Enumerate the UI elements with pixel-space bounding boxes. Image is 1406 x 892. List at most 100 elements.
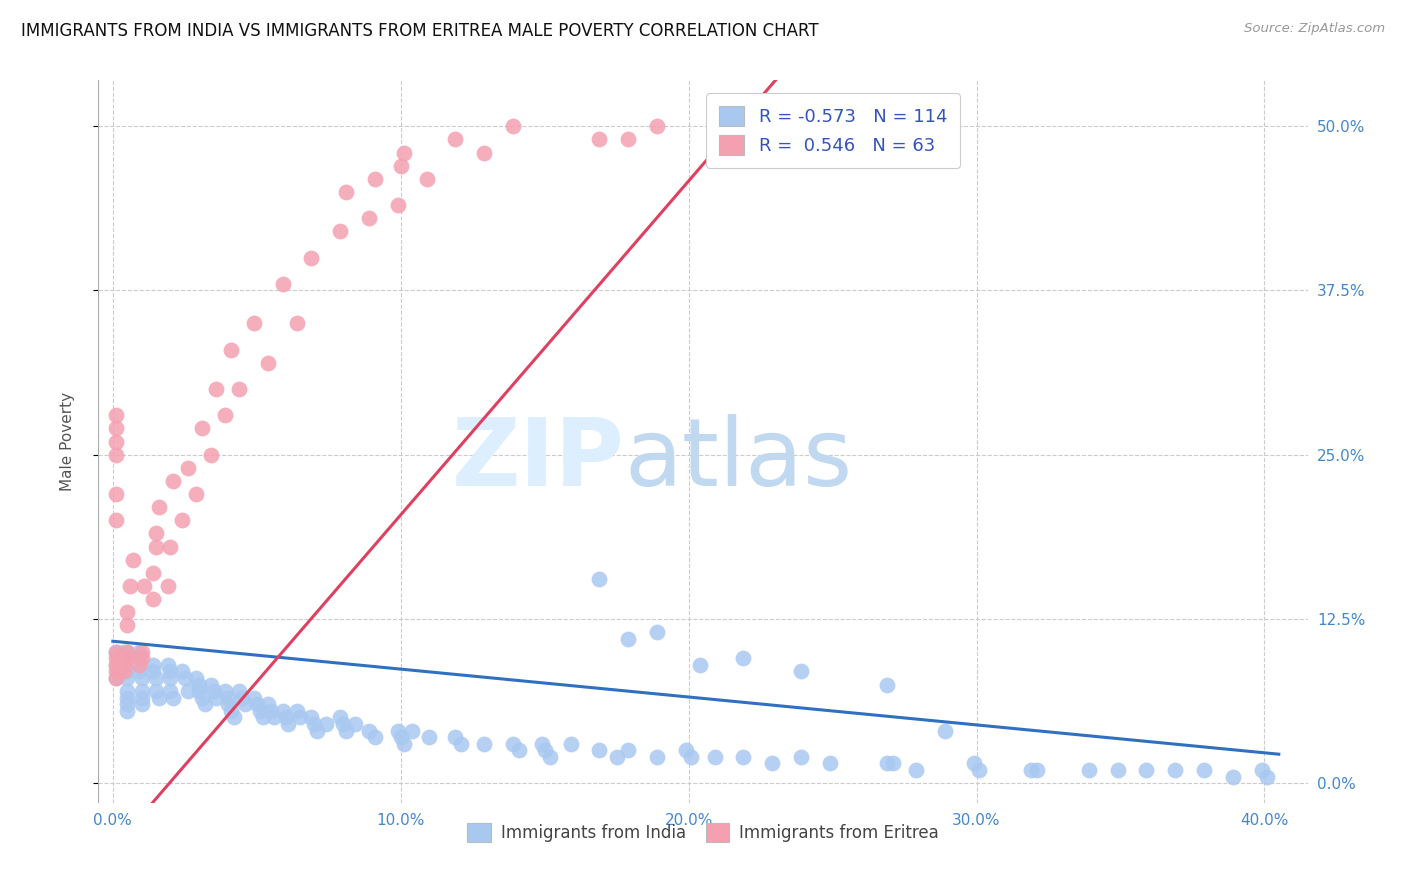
Point <box>790 749 813 764</box>
Point <box>645 749 668 764</box>
Point <box>156 657 179 672</box>
Point <box>761 120 783 134</box>
Point <box>131 698 153 712</box>
Point <box>128 645 150 659</box>
Point <box>389 730 412 744</box>
Text: ZIP: ZIP <box>451 414 624 506</box>
Point <box>115 684 138 698</box>
Point <box>112 645 135 659</box>
Point <box>472 737 495 751</box>
Point <box>115 618 138 632</box>
Text: atlas: atlas <box>624 414 852 506</box>
Point <box>104 421 127 435</box>
Point <box>329 710 352 724</box>
Point <box>222 710 245 724</box>
Point <box>703 749 725 764</box>
Point <box>188 677 211 691</box>
Point <box>1107 763 1129 777</box>
Point <box>156 579 179 593</box>
Y-axis label: Male Poverty: Male Poverty <box>60 392 75 491</box>
Point <box>200 677 222 691</box>
Point <box>588 743 610 757</box>
Point <box>115 704 138 718</box>
Point <box>472 145 495 160</box>
Point <box>191 421 214 435</box>
Point <box>112 665 135 679</box>
Point <box>219 704 242 718</box>
Point <box>533 743 555 757</box>
Point <box>962 756 984 771</box>
Point <box>761 756 783 771</box>
Point <box>343 717 366 731</box>
Point <box>186 487 208 501</box>
Point <box>617 632 640 646</box>
Point <box>617 132 640 146</box>
Point <box>148 500 170 515</box>
Point <box>1135 763 1157 777</box>
Point <box>733 651 755 665</box>
Point <box>159 540 181 554</box>
Text: Source: ZipAtlas.com: Source: ZipAtlas.com <box>1244 22 1385 36</box>
Point <box>205 382 228 396</box>
Point <box>560 737 582 751</box>
Point <box>329 224 352 238</box>
Point <box>818 756 841 771</box>
Point <box>969 763 991 777</box>
Point <box>271 704 294 718</box>
Point <box>1164 763 1187 777</box>
Point <box>145 540 167 554</box>
Point <box>249 704 271 718</box>
Point <box>104 409 127 423</box>
Point <box>162 690 184 705</box>
Point <box>274 710 297 724</box>
Point <box>162 474 184 488</box>
Point <box>689 657 711 672</box>
Point <box>401 723 423 738</box>
Point <box>115 651 138 665</box>
Point <box>1250 763 1272 777</box>
Point <box>588 573 610 587</box>
Point <box>606 749 628 764</box>
Point <box>444 132 467 146</box>
Point <box>142 657 165 672</box>
Point <box>142 665 165 679</box>
Point <box>217 690 239 705</box>
Point <box>145 526 167 541</box>
Point <box>104 657 127 672</box>
Point <box>104 645 127 659</box>
Point <box>104 513 127 527</box>
Point <box>246 698 269 712</box>
Point <box>145 671 167 685</box>
Point <box>790 120 813 134</box>
Point <box>173 671 195 685</box>
Point <box>681 749 703 764</box>
Point <box>233 698 256 712</box>
Point <box>128 665 150 679</box>
Legend: Immigrants from India, Immigrants from Eritrea: Immigrants from India, Immigrants from E… <box>461 816 945 848</box>
Point <box>335 185 357 199</box>
Point <box>502 120 524 134</box>
Point <box>301 710 323 724</box>
Point <box>876 677 898 691</box>
Point <box>934 723 956 738</box>
Point <box>104 487 127 501</box>
Point <box>104 657 127 672</box>
Point <box>194 698 217 712</box>
Point <box>176 460 198 475</box>
Point <box>131 645 153 659</box>
Point <box>1192 763 1215 777</box>
Point <box>159 684 181 698</box>
Point <box>285 704 308 718</box>
Point <box>392 145 415 160</box>
Point <box>128 657 150 672</box>
Point <box>148 690 170 705</box>
Point <box>304 717 326 731</box>
Point <box>112 651 135 665</box>
Point <box>387 198 409 212</box>
Point <box>228 684 250 698</box>
Point <box>131 684 153 698</box>
Point <box>188 684 211 698</box>
Point <box>415 171 437 186</box>
Point <box>1222 770 1244 784</box>
Point <box>186 671 208 685</box>
